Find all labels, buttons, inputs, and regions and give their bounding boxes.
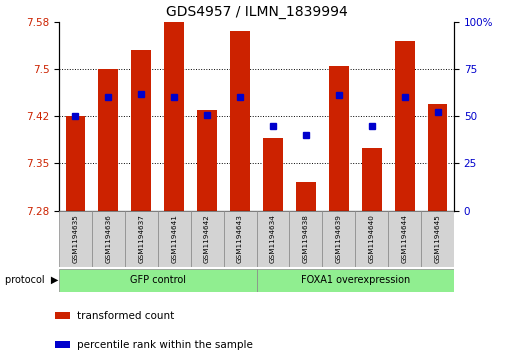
Bar [428, 103, 447, 211]
Text: GSM1194636: GSM1194636 [105, 214, 111, 263]
Bar [256, 211, 289, 267]
Bar [92, 211, 125, 267]
Bar [329, 66, 349, 211]
Text: GSM1194640: GSM1194640 [369, 214, 374, 263]
Text: GSM1194644: GSM1194644 [402, 214, 408, 263]
Text: GSM1194641: GSM1194641 [171, 214, 177, 263]
Bar [191, 211, 224, 267]
Text: GSM1194639: GSM1194639 [336, 214, 342, 263]
Bar [66, 116, 85, 211]
Bar [394, 41, 415, 211]
Bar [362, 148, 382, 211]
Bar [296, 182, 315, 211]
Bar [322, 211, 355, 267]
Bar [54, 312, 70, 319]
Bar [289, 211, 322, 267]
Text: GSM1194642: GSM1194642 [204, 214, 210, 263]
Bar [224, 211, 256, 267]
Text: GSM1194643: GSM1194643 [237, 214, 243, 263]
Bar [230, 31, 250, 211]
Text: transformed count: transformed count [77, 311, 174, 321]
Text: GSM1194635: GSM1194635 [72, 214, 78, 263]
Text: GSM1194634: GSM1194634 [270, 214, 276, 263]
Bar [355, 211, 388, 267]
Text: GSM1194645: GSM1194645 [435, 214, 441, 263]
Bar [164, 22, 184, 211]
Text: protocol  ▶: protocol ▶ [5, 276, 58, 285]
Bar [256, 269, 454, 292]
Text: GFP control: GFP control [130, 276, 186, 285]
Bar [98, 69, 118, 211]
Bar [388, 211, 421, 267]
Title: GDS4957 / ILMN_1839994: GDS4957 / ILMN_1839994 [166, 5, 347, 19]
Bar [131, 50, 151, 211]
Bar [263, 138, 283, 211]
Bar [197, 110, 217, 211]
Bar [59, 211, 92, 267]
Bar [59, 269, 256, 292]
Text: FOXA1 overexpression: FOXA1 overexpression [301, 276, 410, 285]
Text: GSM1194638: GSM1194638 [303, 214, 309, 263]
Bar [421, 211, 454, 267]
Bar [158, 211, 191, 267]
Text: GSM1194637: GSM1194637 [139, 214, 144, 263]
Text: percentile rank within the sample: percentile rank within the sample [77, 340, 253, 350]
Bar [54, 341, 70, 348]
Bar [125, 211, 158, 267]
